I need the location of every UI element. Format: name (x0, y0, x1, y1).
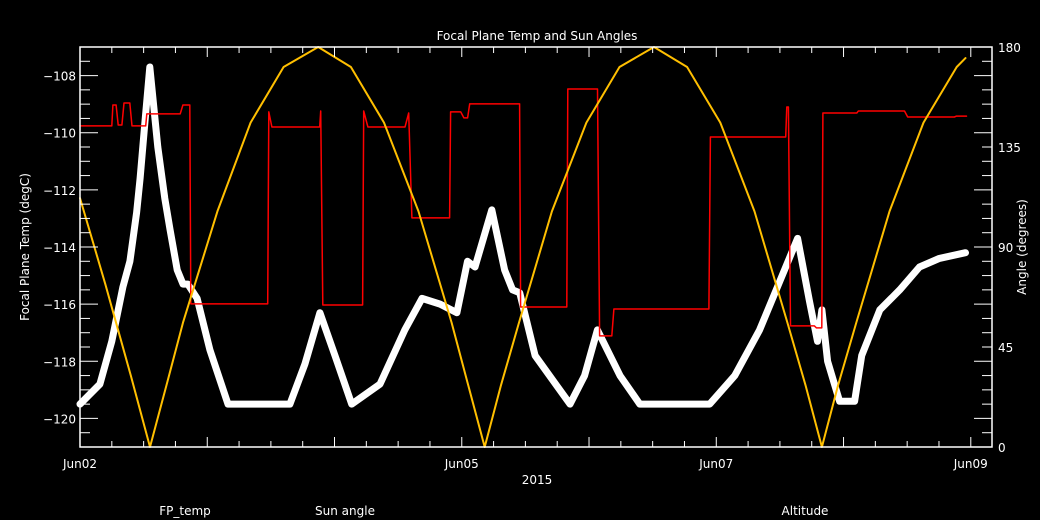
y-tick-label: −118 (43, 355, 76, 369)
x-axis-label: 2015 (522, 473, 553, 487)
legend-altitude: Altitude (782, 504, 829, 518)
y2-tick-label: 135 (998, 141, 1021, 155)
axes: Jun02 Jun05 Jun07 Jun09 −108 −110 −112 −114 −116… (43, 41, 1021, 471)
series-sun-angle-line (79, 88, 968, 337)
y-tick-label: −110 (43, 127, 76, 141)
series-fp-temp-line (76, 63, 969, 408)
y-tick-label: −120 (43, 412, 76, 426)
x-tick-label: Jun02 (62, 457, 97, 471)
y-tick-label: −112 (43, 184, 76, 198)
y-tick-label: −108 (43, 70, 76, 84)
y2-axis-label: Angle (degrees) (1015, 199, 1029, 295)
y-tick-label: −116 (43, 298, 76, 312)
plot-area (76, 46, 969, 448)
y2-tick-label: 90 (998, 241, 1013, 255)
series-altitude-line (79, 46, 967, 448)
y2-tick-label: 45 (998, 341, 1013, 355)
x-tick-label: Jun07 (698, 457, 733, 471)
legend-fp-temp: FP_temp (159, 504, 211, 518)
legend-sun-angle: Sun angle (315, 504, 375, 518)
y2-tick-label: 0 (998, 441, 1006, 455)
y2-tick-label: 180 (998, 41, 1021, 55)
x-tick-label: Jun05 (444, 457, 479, 471)
chart-title: Focal Plane Temp and Sun Angles (437, 29, 638, 43)
y-axis-label: Focal Plane Temp (degC) (18, 173, 32, 321)
y-tick-label: −114 (43, 241, 76, 255)
x-tick-label: Jun09 (953, 457, 988, 471)
